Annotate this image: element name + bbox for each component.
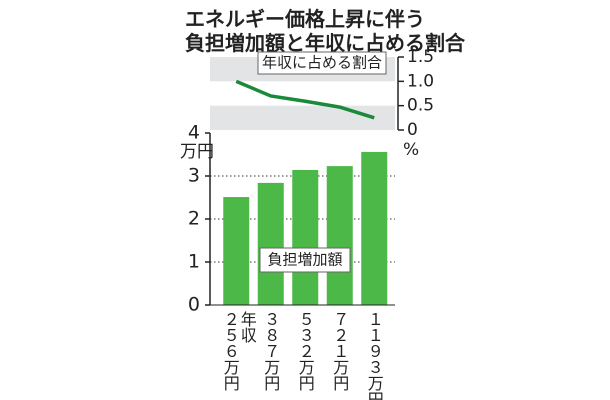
chart-title: エネルギー価格上昇に伴う <box>185 7 425 31</box>
y-tick-label: 4 <box>188 122 200 144</box>
annotation: 負担増加額 <box>267 251 342 269</box>
unit-label: % <box>403 140 419 160</box>
bar <box>257 182 284 305</box>
chart-title: 負担増加額と年収に占める割合 <box>185 31 466 55</box>
y-tick-label: 0 <box>188 294 200 316</box>
x-tick-label: ７２１万円 <box>330 311 349 392</box>
bar <box>361 151 388 305</box>
unit-label: 万円 <box>180 142 214 162</box>
y-tick-label: 1 <box>188 251 200 273</box>
bar <box>326 166 353 305</box>
band <box>210 105 395 130</box>
x-axis-label: 年収 <box>238 311 257 343</box>
y-tick-label: 0.5 <box>407 96 434 116</box>
y-tick-label: 0 <box>407 120 418 140</box>
y-tick-label: 2 <box>188 208 200 230</box>
y-tick-label: 1.5 <box>407 47 434 67</box>
y-tick-label: 1.0 <box>407 71 434 91</box>
bar <box>223 197 250 305</box>
bar <box>292 169 319 305</box>
annotation: 年収に占める割合 <box>262 54 382 72</box>
line <box>235 79 375 120</box>
x-tick-label: ５３２万円 <box>296 311 315 392</box>
annotation-box <box>259 247 351 273</box>
x-tick-label: １１９３万円 <box>365 311 384 400</box>
y-tick-label: 3 <box>188 165 200 187</box>
x-tick-label: ２５６万円 <box>221 311 240 392</box>
x-tick-label: ３８７万円 <box>261 311 280 392</box>
annotation-box <box>257 51 387 75</box>
